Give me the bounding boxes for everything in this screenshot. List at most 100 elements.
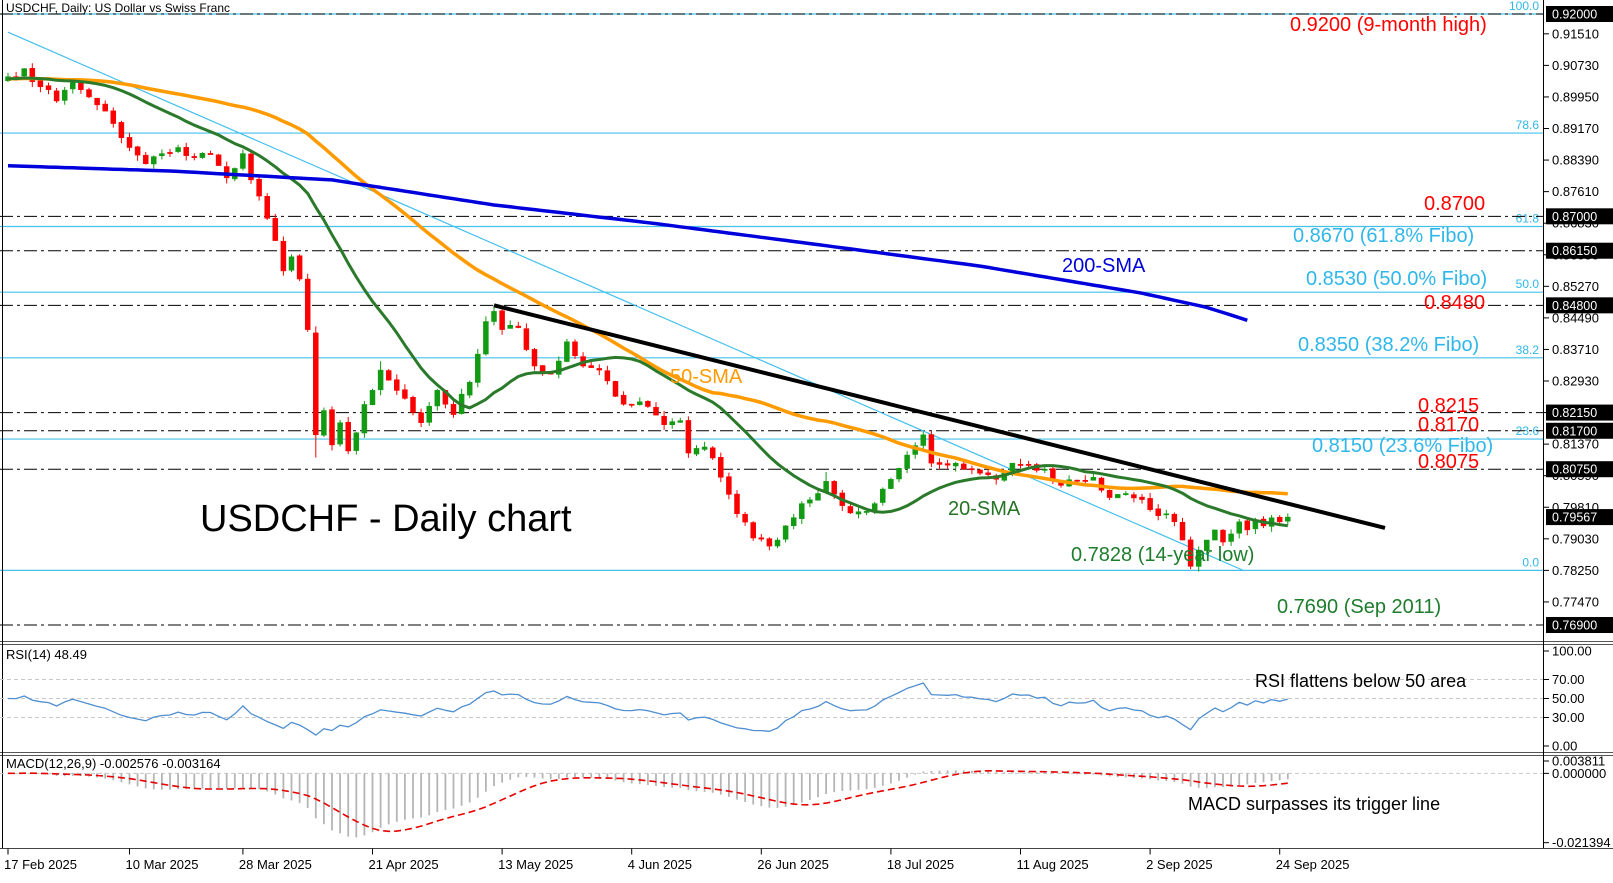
marked-price-label: 0.76900 [1552, 619, 1597, 633]
price-tick-label: 0.77470 [1552, 594, 1599, 609]
candle-body [661, 416, 667, 425]
price-tick-label: 0.84490 [1552, 310, 1599, 325]
candle-body [483, 321, 489, 355]
candle-body [1025, 464, 1032, 466]
fibo-percent-label: 0.0 [1522, 555, 1539, 569]
annotation-fibo-500: 0.8530 (50.0% Fibo) [1306, 268, 1488, 290]
sma50-line [8, 76, 1288, 496]
price-tick-label: 0.89170 [1552, 121, 1599, 136]
candle-body [345, 421, 351, 452]
sma50-label: 50-SMA [670, 366, 743, 388]
date-label: 18 Jul 2025 [887, 857, 954, 872]
candle-body [855, 511, 862, 515]
fibo-trendline [7, 31, 1244, 571]
marked-price-label-bg [1546, 297, 1613, 314]
rsi-tick-label: 0.00 [1552, 739, 1577, 754]
candle-body [1017, 464, 1024, 466]
annotation-res-8700: 0.8700 [1424, 193, 1486, 215]
date-label: 2 Sep 2025 [1146, 857, 1213, 872]
candle-body [896, 468, 902, 480]
marked-price-label: 0.92000 [1552, 8, 1597, 22]
marked-price-label-bg [1546, 617, 1613, 634]
candle-body [94, 97, 100, 106]
candle-body [952, 462, 959, 467]
candle-body [766, 538, 773, 547]
candle-body [272, 218, 279, 241]
candle-body [102, 103, 108, 112]
candle-body [1171, 513, 1178, 523]
candle-body [45, 85, 52, 90]
candle-body [1187, 539, 1194, 567]
candle-body [1114, 494, 1121, 499]
candle-body [1163, 513, 1170, 516]
candle-body [507, 324, 513, 329]
date-label: 13 May 2025 [498, 857, 573, 872]
candle-body [418, 412, 424, 423]
price-tick-label: 0.83710 [1552, 342, 1599, 357]
candle-body [669, 421, 675, 425]
candle-body [304, 278, 311, 330]
annotation-res-8170: 0.8170 [1418, 414, 1480, 436]
candle-body [475, 353, 481, 383]
candle-body [742, 513, 748, 523]
rsi-tick-label: 50.00 [1552, 691, 1585, 706]
main-chart-title: USDCHF - Daily chart [200, 498, 572, 540]
candle-body [21, 68, 27, 77]
candle-body [1195, 549, 1202, 567]
candle-body [167, 152, 173, 154]
candle-body [110, 110, 117, 124]
date-label: 21 Apr 2025 [369, 857, 439, 872]
candle-body [78, 82, 84, 90]
candle-body [985, 472, 991, 475]
candle-body [426, 405, 432, 423]
candle-body [790, 517, 797, 527]
marked-price-label-bg [1546, 6, 1613, 22]
macd-tick-label: 0.000000 [1552, 766, 1606, 781]
candle-body [904, 454, 910, 469]
candle-body [1123, 493, 1129, 495]
rsi-tick-label: 30.00 [1552, 710, 1585, 725]
fibo-percent-label: 23.6 [1516, 424, 1540, 438]
candle-body [1179, 521, 1186, 541]
rsi-tick-label: 70.00 [1552, 672, 1585, 687]
marked-price-label: 0.87000 [1552, 210, 1597, 224]
candle-body [434, 390, 441, 407]
candle-body [815, 493, 821, 501]
annotation-sep2011-low: 0.7690 (Sep 2011) [1277, 596, 1442, 618]
annotation-res-8215: 0.8215 [1418, 395, 1480, 417]
annotation-res-8480: 0.8480 [1424, 292, 1486, 314]
candle-body [718, 457, 724, 478]
current-price-label-bg [1546, 509, 1613, 526]
candle-body [1090, 477, 1097, 481]
candle-body [70, 82, 76, 90]
candle-body [199, 153, 206, 158]
rsi-note: RSI flattens below 50 area [1255, 671, 1467, 691]
candle-body [118, 122, 125, 138]
candle-body [645, 400, 651, 407]
marked-price-label-bg [1546, 404, 1613, 421]
candle-body [1147, 498, 1153, 510]
candle-body [402, 389, 408, 399]
date-label: 17 Feb 2025 [4, 857, 77, 872]
candle-body [329, 409, 335, 446]
candle-body [53, 90, 60, 102]
marked-price-label: 0.82150 [1552, 406, 1597, 420]
price-tick-label: 0.85270 [1552, 279, 1599, 294]
macd-tick-label: 0.003811 [1552, 754, 1605, 769]
candle-body [126, 137, 133, 148]
fibo-percent-label: 50.0 [1516, 277, 1540, 291]
candle-body [491, 311, 497, 322]
candle-body [1204, 539, 1210, 551]
candle-body [758, 537, 765, 540]
candle-body [701, 446, 708, 450]
candle-body [774, 539, 781, 547]
candle-body [337, 422, 343, 445]
candle-body [369, 390, 376, 406]
date-label: 11 Aug 2025 [1017, 857, 1089, 872]
chart-title: USDCHF, Daily: US Dollar vs Swiss Franc [6, 1, 231, 15]
candle-body [782, 525, 789, 540]
candle-body [863, 511, 870, 513]
annotation-9month-high: 0.9200 (9-month high) [1290, 14, 1487, 36]
